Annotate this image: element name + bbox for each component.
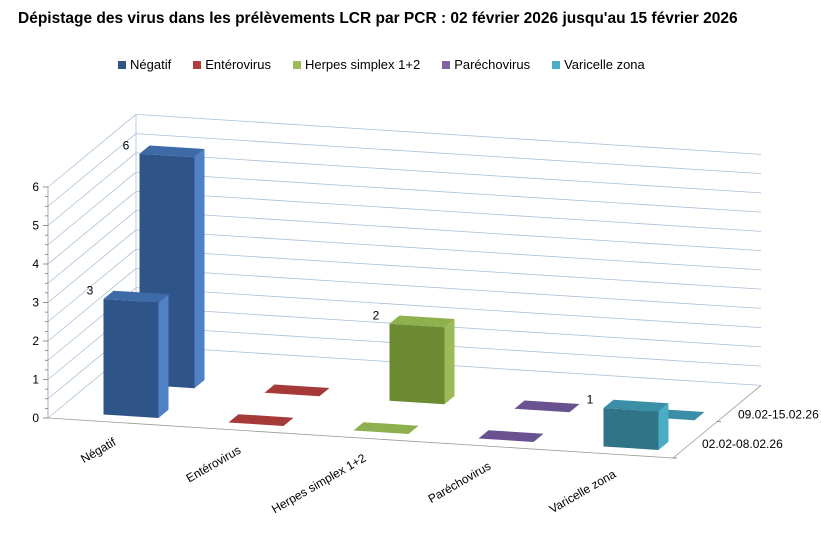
category-label: Négatif [78,435,119,466]
bar-top-0-0 [103,290,169,303]
bar-top-1-3 [514,400,580,413]
gridline-side [47,133,137,207]
gridline-back [135,248,762,290]
bar-side-0-0 [158,294,169,418]
category-label: Entérovirus [184,443,244,485]
gridline-back [135,210,762,252]
y-tick-label: 1 [32,373,39,387]
y-tick-label: 4 [32,257,39,271]
bar-side-1-2 [444,319,455,405]
legend-label: Herpes simplex 1+2 [304,57,421,72]
bar-front-0-0 [103,298,159,418]
data-label: 1 [587,393,594,407]
gridline-back [135,287,762,329]
bar-top-0-4 [603,399,669,412]
legend: Négatif Entérovirus Herpes simplex 1+2 P… [118,57,645,72]
y-tick-label: 6 [32,180,39,194]
gridline-side [47,268,137,342]
data-label: 6 [123,138,130,152]
legend-item-varicelle: Varicelle zona [552,57,645,72]
x-axis-line [47,417,674,459]
y-tick-label: 3 [32,296,39,310]
gridline-side [47,114,137,188]
legend-label: Entérovirus [205,57,271,72]
legend-item-negatif: Négatif [118,57,171,72]
legend-label: Paréchovirus [454,57,531,72]
gridline-back [135,133,762,175]
gridline-side [47,248,137,323]
y-tick-label: 0 [32,411,39,425]
chart-title: Dépistage des virus dans les prélèvement… [18,10,738,27]
gridline-back [135,191,762,232]
category-label: Paréchovirus [426,459,494,506]
bar-front-1-2 [389,323,445,405]
bar-top-1-0 [139,145,205,158]
legend-swatch [118,60,126,69]
legend-label: Négatif [130,57,172,72]
gridline-back [135,171,762,213]
bar-side-1-0 [194,149,205,389]
gridline-side [47,191,137,265]
legend-label: Varicelle zona [564,57,645,72]
gridline-back [135,152,762,194]
bar-top-1-2 [389,315,455,328]
y-tick-label: 5 [32,219,39,233]
bar-front-0-4 [603,407,659,450]
category-label: Herpes simplex 1+2 [269,451,368,516]
gridline-side [47,152,137,226]
gridline-back [135,268,762,309]
y-tick-label: 2 [32,334,39,348]
gridline-back [135,229,762,271]
legend-swatch [292,60,301,69]
legend-item-herpes: Herpes simplex 1+2 [292,57,421,72]
bar-side-0-4 [658,403,669,450]
bar-top-0-1 [228,414,294,426]
bar-top-0-2 [353,422,419,434]
legend-swatch [442,60,451,69]
legend-item-parechovirus: Paréchovirus [442,57,530,72]
bar-top-0-3 [478,430,544,442]
series-label: 09.02-15.02.26 [738,407,819,421]
gridline-side [47,171,137,246]
series-label: 02.02-08.02.26 [702,437,783,451]
data-label: 3 [87,284,94,298]
gridline-side [47,229,137,303]
bar-top-1-1 [264,384,330,397]
legend-swatch [552,60,561,69]
gridline-back [135,114,762,155]
category-label: Varicelle zona [547,467,619,517]
data-label: 2 [373,308,380,322]
gridline-side [47,210,137,284]
legend-swatch [193,60,202,69]
legend-item-enterovirus: Entérovirus [193,57,271,72]
